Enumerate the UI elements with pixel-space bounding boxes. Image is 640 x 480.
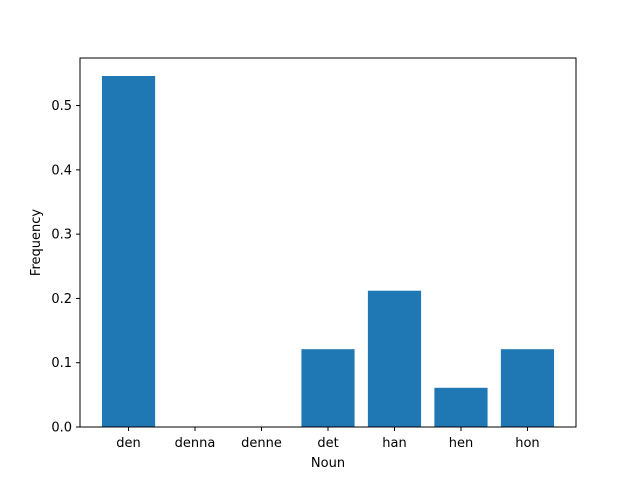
x-tick-label: den: [116, 436, 141, 451]
x-tick-label: hen: [449, 436, 473, 451]
x-ticks-group: den denna denne det han hen hon: [116, 427, 540, 451]
y-tick-label: 0.2: [51, 292, 72, 307]
bar-den: [101, 76, 156, 427]
y-tick-label: 0.3: [51, 228, 72, 243]
y-tick-label: 0.1: [51, 356, 72, 371]
bar-hon: [500, 349, 555, 427]
x-tick-label: det: [317, 436, 338, 451]
y-tick-label: 0.4: [51, 163, 72, 178]
x-tick-label: denna: [175, 436, 216, 451]
y-ticks-group: 0.0 0.1 0.2 0.3 0.4 0.5: [51, 99, 80, 436]
y-axis-label: Frequency: [29, 209, 44, 276]
plot-frame: [79, 57, 577, 428]
bar-det: [301, 349, 355, 427]
x-axis-label: Noun: [311, 456, 345, 471]
x-tick-label: han: [382, 436, 406, 451]
bar-han: [367, 290, 422, 427]
x-tick-label: denne: [241, 436, 282, 451]
y-tick-label: 0.0: [51, 421, 72, 436]
x-tick-label: hon: [515, 436, 539, 451]
bars-group: [101, 76, 555, 427]
bar-hen: [434, 387, 488, 427]
y-tick-label: 0.5: [51, 99, 72, 114]
